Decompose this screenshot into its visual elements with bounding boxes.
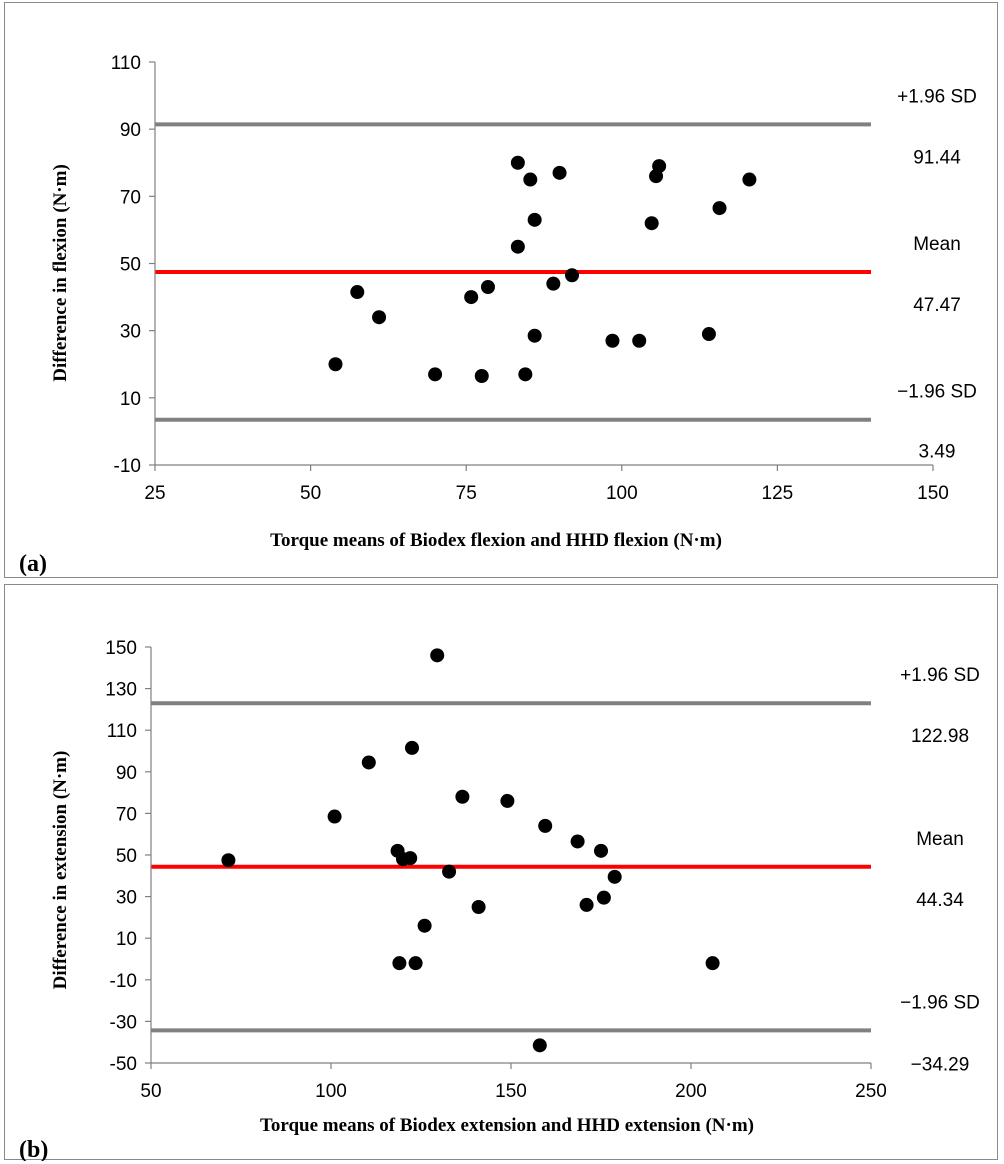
- y-tick-label: 70: [120, 187, 141, 208]
- y-tick-label: 10: [116, 929, 137, 950]
- data-point: [607, 869, 622, 884]
- data-point: [518, 367, 533, 382]
- reference-line-label: +1.96 SD: [900, 665, 980, 686]
- x-tick-label: 50: [300, 483, 321, 504]
- reference-line-value: 44.34: [916, 890, 964, 911]
- data-point: [527, 212, 542, 227]
- x-tick-label: 25: [144, 483, 165, 504]
- data-point: [565, 268, 580, 283]
- panel-label: (a): [19, 551, 47, 577]
- y-tick-label: 30: [116, 888, 137, 909]
- data-point: [408, 956, 423, 971]
- data-point: [221, 853, 236, 868]
- data-point: [455, 789, 470, 804]
- data-point: [538, 818, 553, 833]
- data-point: [372, 310, 387, 325]
- data-point: [405, 740, 419, 755]
- y-axis-title: Difference in extension (N·m): [50, 751, 71, 990]
- chart-panel-b: -50 -30 -10 10 30 50 70 90 110 130 150 50 100 150 200 2…: [4, 584, 998, 1161]
- data-point: [579, 897, 594, 912]
- x-axis-title: Torque means of Biodex flexion and HHD f…: [270, 530, 722, 551]
- chart-a-svg: -10 10 30 50 70 90 110 25 50 75 100 125 150 +1.96 SD…: [19, 53, 977, 577]
- data-point: [705, 956, 720, 971]
- chart-b-svg: -50 -30 -10 10 30 50 70 90 110 130 150 50 100 150 200 2…: [19, 638, 980, 1161]
- y-tick-label: -50: [110, 1054, 137, 1075]
- data-point: [403, 851, 418, 866]
- x-tick-label: 75: [456, 483, 477, 504]
- x-tick-label: 100: [606, 483, 638, 504]
- y-tick-label: 110: [111, 53, 141, 74]
- y-tick-label: 90: [120, 120, 141, 141]
- data-point: [712, 201, 727, 216]
- data-point: [552, 165, 567, 180]
- data-point: [430, 648, 445, 663]
- data-point: [605, 333, 620, 348]
- data-point: [701, 327, 716, 342]
- data-point: [594, 843, 608, 858]
- data-point: [361, 755, 376, 770]
- data-point: [742, 172, 757, 187]
- data-point: [471, 900, 486, 914]
- y-tick-label: 50: [116, 846, 137, 867]
- y-tick-label: -30: [110, 1012, 137, 1033]
- data-point: [510, 239, 525, 254]
- data-point: [442, 864, 457, 879]
- data-point: [546, 276, 561, 291]
- data-point: [350, 285, 365, 300]
- data-point: [570, 834, 585, 849]
- x-axis-title: Torque means of Biodex extension and HHD…: [260, 1115, 754, 1136]
- data-point: [474, 369, 489, 384]
- y-tick-label: -10: [114, 456, 141, 477]
- reference-line-value: 122.98: [911, 726, 969, 747]
- data-point: [532, 1038, 547, 1053]
- reference-line-label: −1.96 SD: [897, 382, 977, 403]
- data-point: [596, 890, 611, 905]
- reference-line-value: 3.49: [919, 442, 956, 463]
- reference-line-label: Mean: [916, 829, 964, 850]
- data-point: [328, 357, 343, 372]
- x-tick-label: 250: [855, 1081, 887, 1102]
- reference-line-value: 91.44: [913, 147, 961, 168]
- reference-line-value: 47.47: [913, 295, 961, 316]
- y-tick-label: 110: [107, 721, 137, 742]
- data-point: [527, 328, 542, 343]
- y-tick-label: 90: [116, 763, 137, 784]
- y-tick-label: 30: [120, 322, 141, 343]
- x-tick-label: 200: [675, 1081, 707, 1102]
- x-tick-label: 100: [315, 1081, 347, 1102]
- x-tick-label: 125: [762, 483, 794, 504]
- data-point: [500, 793, 515, 808]
- y-tick-label: -10: [110, 971, 137, 992]
- data-point: [480, 280, 495, 295]
- data-point: [644, 216, 659, 231]
- x-tick-label: 50: [140, 1081, 161, 1102]
- y-tick-label: 10: [120, 389, 141, 410]
- data-point: [392, 956, 407, 971]
- y-tick-label: 70: [116, 804, 137, 825]
- y-axis-title: Difference in flexion (N·m): [50, 164, 71, 382]
- data-point: [523, 172, 538, 187]
- reference-line-label: Mean: [913, 234, 961, 255]
- x-tick-label: 150: [917, 483, 949, 504]
- data-point: [327, 809, 342, 824]
- chart-panel-a: -10 10 30 50 70 90 110 25 50 75 100 125 150 +1.96 SD…: [4, 2, 998, 578]
- x-tick-label: 150: [495, 1081, 527, 1102]
- y-tick-label: 130: [105, 680, 137, 701]
- data-point: [417, 918, 432, 933]
- panel-label: (b): [19, 1137, 48, 1161]
- reference-line-label: −1.96 SD: [900, 992, 980, 1013]
- data-point: [510, 155, 525, 170]
- data-point: [428, 367, 443, 382]
- reference-line-value: −34.29: [911, 1054, 970, 1075]
- y-tick-label: 150: [105, 638, 137, 659]
- data-point: [652, 159, 667, 174]
- y-tick-label: 50: [120, 255, 141, 276]
- data-point: [632, 333, 647, 348]
- reference-line-label: +1.96 SD: [897, 86, 977, 107]
- data-point: [464, 290, 479, 305]
